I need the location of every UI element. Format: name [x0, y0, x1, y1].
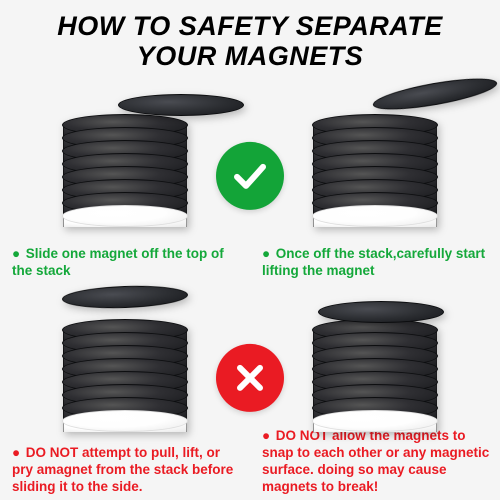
- magnet-stack: [312, 328, 438, 432]
- caption-snap: ● DO NOT allow the magnets to snap to ea…: [262, 428, 490, 496]
- magnet-stack: [62, 123, 188, 227]
- top-magnet: [318, 301, 444, 323]
- caption-text: DO NOT allow the magnets to snap to each…: [262, 428, 489, 494]
- checkmark-icon: [230, 156, 270, 196]
- illustration-pull: [40, 292, 210, 432]
- magnet-stack: [62, 328, 188, 432]
- page-title: HOW TO SAFETY SEPARATE YOUR MAGNETS: [0, 0, 500, 79]
- illustration-snap: [290, 292, 460, 432]
- cross-badge: [216, 344, 284, 412]
- bullet-icon: ●: [12, 445, 22, 462]
- caption-text: DO NOT attempt to pull, lift, or pry ama…: [12, 445, 233, 494]
- top-magnet: [371, 73, 499, 117]
- caption-pull: ● DO NOT attempt to pull, lift, or pry a…: [12, 445, 240, 496]
- top-magnet: [118, 94, 244, 116]
- cell-slide-off: ● Slide one magnet off the top of the st…: [0, 79, 250, 284]
- cell-do-not-pull: ● DO NOT attempt to pull, lift, or pry a…: [0, 284, 250, 500]
- instruction-grid: ● Slide one magnet off the top of the st…: [0, 79, 500, 499]
- caption-text: Once off the stack,carefully start lifti…: [262, 246, 485, 278]
- illustration-lift: [290, 87, 460, 227]
- bullet-icon: ●: [262, 428, 272, 445]
- title-line1: HOW TO SAFETY SEPARATE: [57, 11, 443, 41]
- cell-do-not-snap: ● DO NOT allow the magnets to snap to ea…: [250, 284, 500, 500]
- bullet-icon: ●: [262, 246, 272, 263]
- bullet-icon: ●: [12, 246, 22, 263]
- caption-text: Slide one magnet off the top of the stac…: [12, 246, 224, 278]
- checkmark-badge: [216, 142, 284, 210]
- caption-slide: ● Slide one magnet off the top of the st…: [12, 246, 240, 280]
- caption-lift: ● Once off the stack,carefully start lif…: [262, 246, 490, 280]
- cell-lift-off: ● Once off the stack,carefully start lif…: [250, 79, 500, 284]
- illustration-slide: [40, 87, 210, 227]
- cross-icon: [230, 358, 270, 398]
- title-line2: YOUR MAGNETS: [137, 41, 364, 71]
- top-magnet: [62, 284, 189, 310]
- magnet-stack: [312, 123, 438, 227]
